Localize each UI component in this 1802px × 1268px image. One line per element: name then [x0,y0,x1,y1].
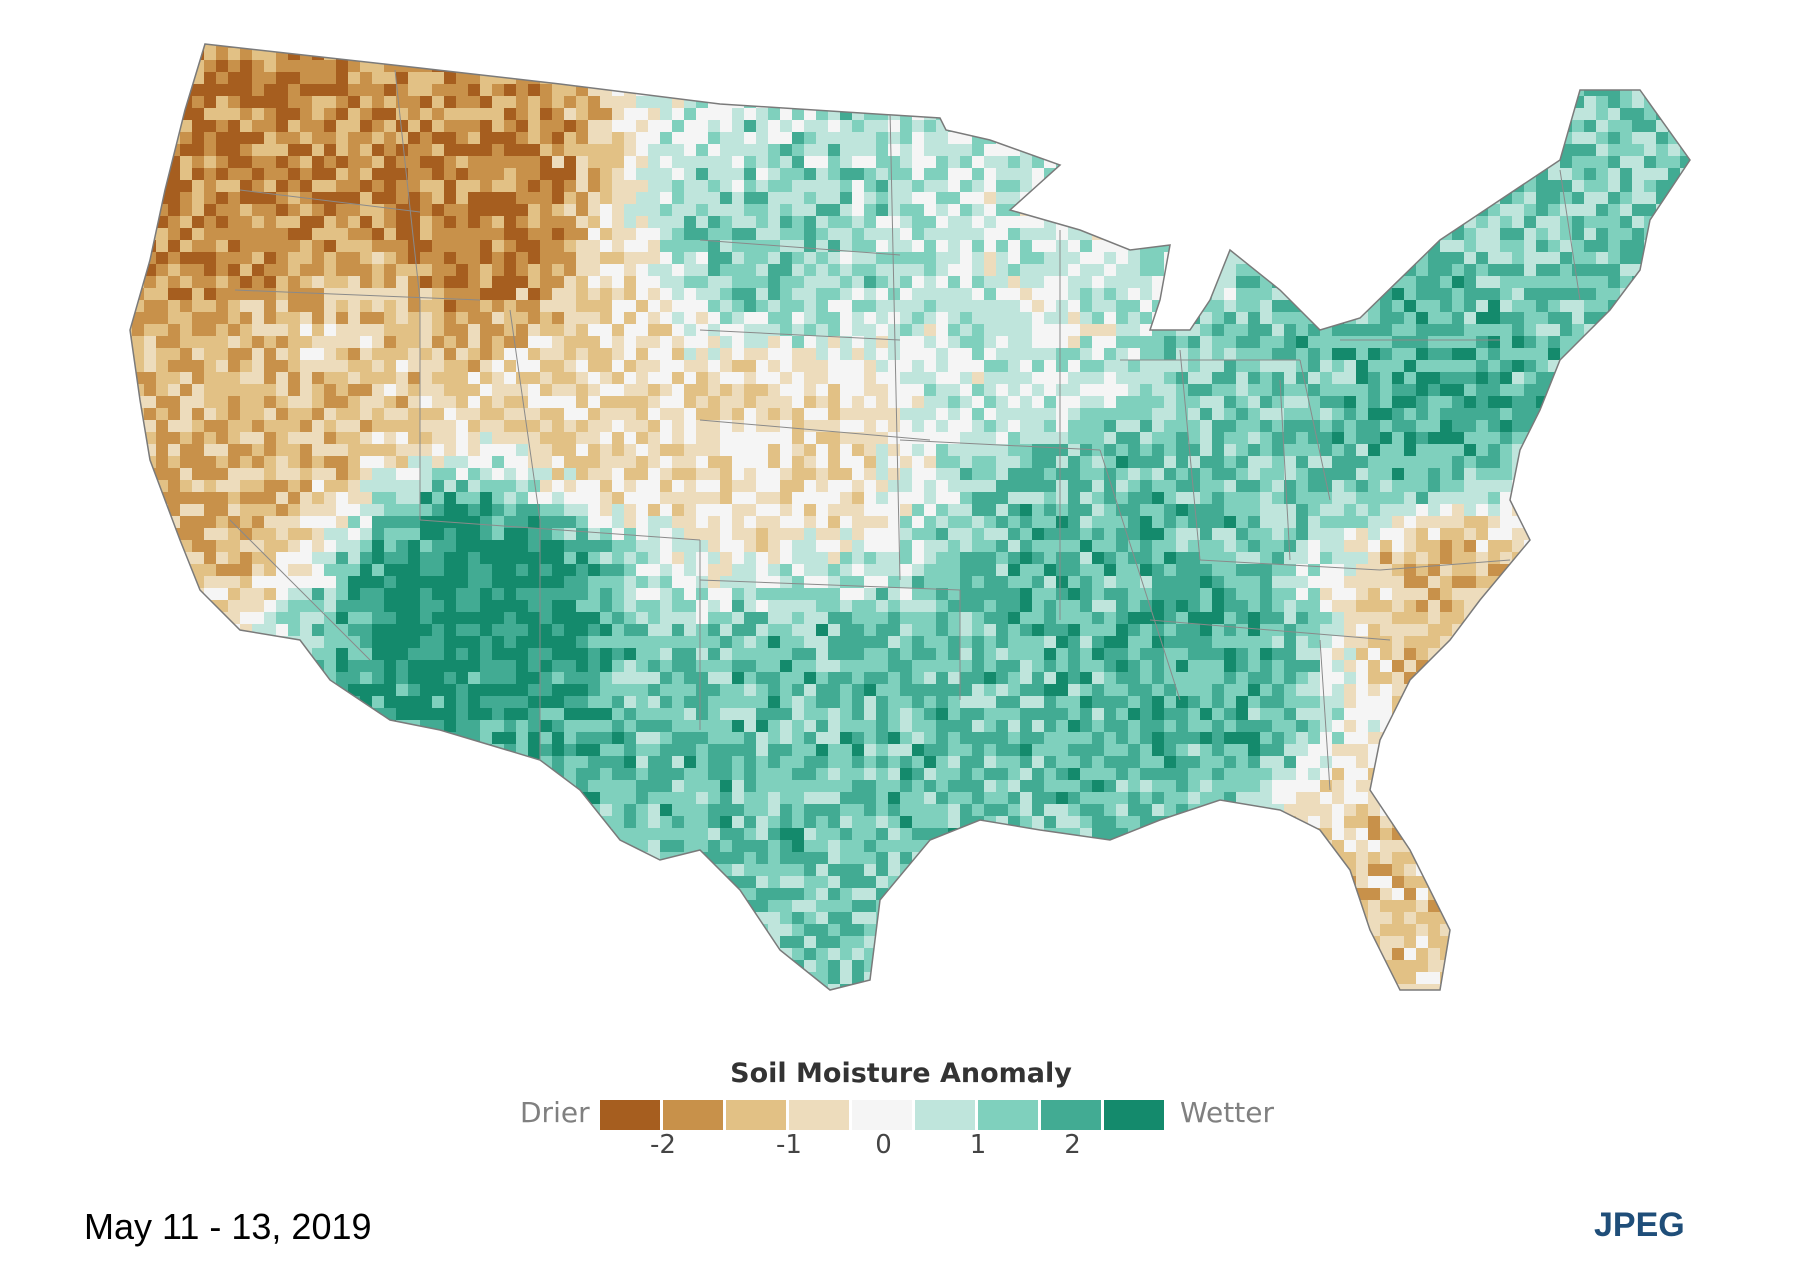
legend-title: Soil Moisture Anomaly [730,1058,1072,1089]
legend-swatch [1041,1100,1101,1130]
legend-swatch [915,1100,975,1130]
legend-drier-label: Drier [520,1096,590,1129]
anomaly-pixel-grid [130,44,1690,990]
legend-swatch [600,1100,660,1130]
legend-tick-label: -1 [776,1130,802,1160]
legend-swatch [726,1100,786,1130]
state-boundaries [229,69,1581,791]
legend-tick-label: 2 [1064,1130,1081,1160]
jpeg-download-link[interactable]: JPEG [1594,1206,1685,1244]
legend-swatch [663,1100,723,1130]
legend-swatch [852,1100,912,1130]
legend-tick-label: 1 [969,1130,987,1160]
date-label: May 11 - 13, 2019 [84,1206,372,1247]
legend-swatch [1104,1100,1164,1130]
legend-swatch [789,1100,849,1130]
legend-swatch [978,1100,1038,1130]
legend-tick-label: -2 [650,1130,676,1160]
legend-tick-label: 0 [875,1130,892,1160]
legend-wetter-label: Wetter [1180,1096,1274,1129]
